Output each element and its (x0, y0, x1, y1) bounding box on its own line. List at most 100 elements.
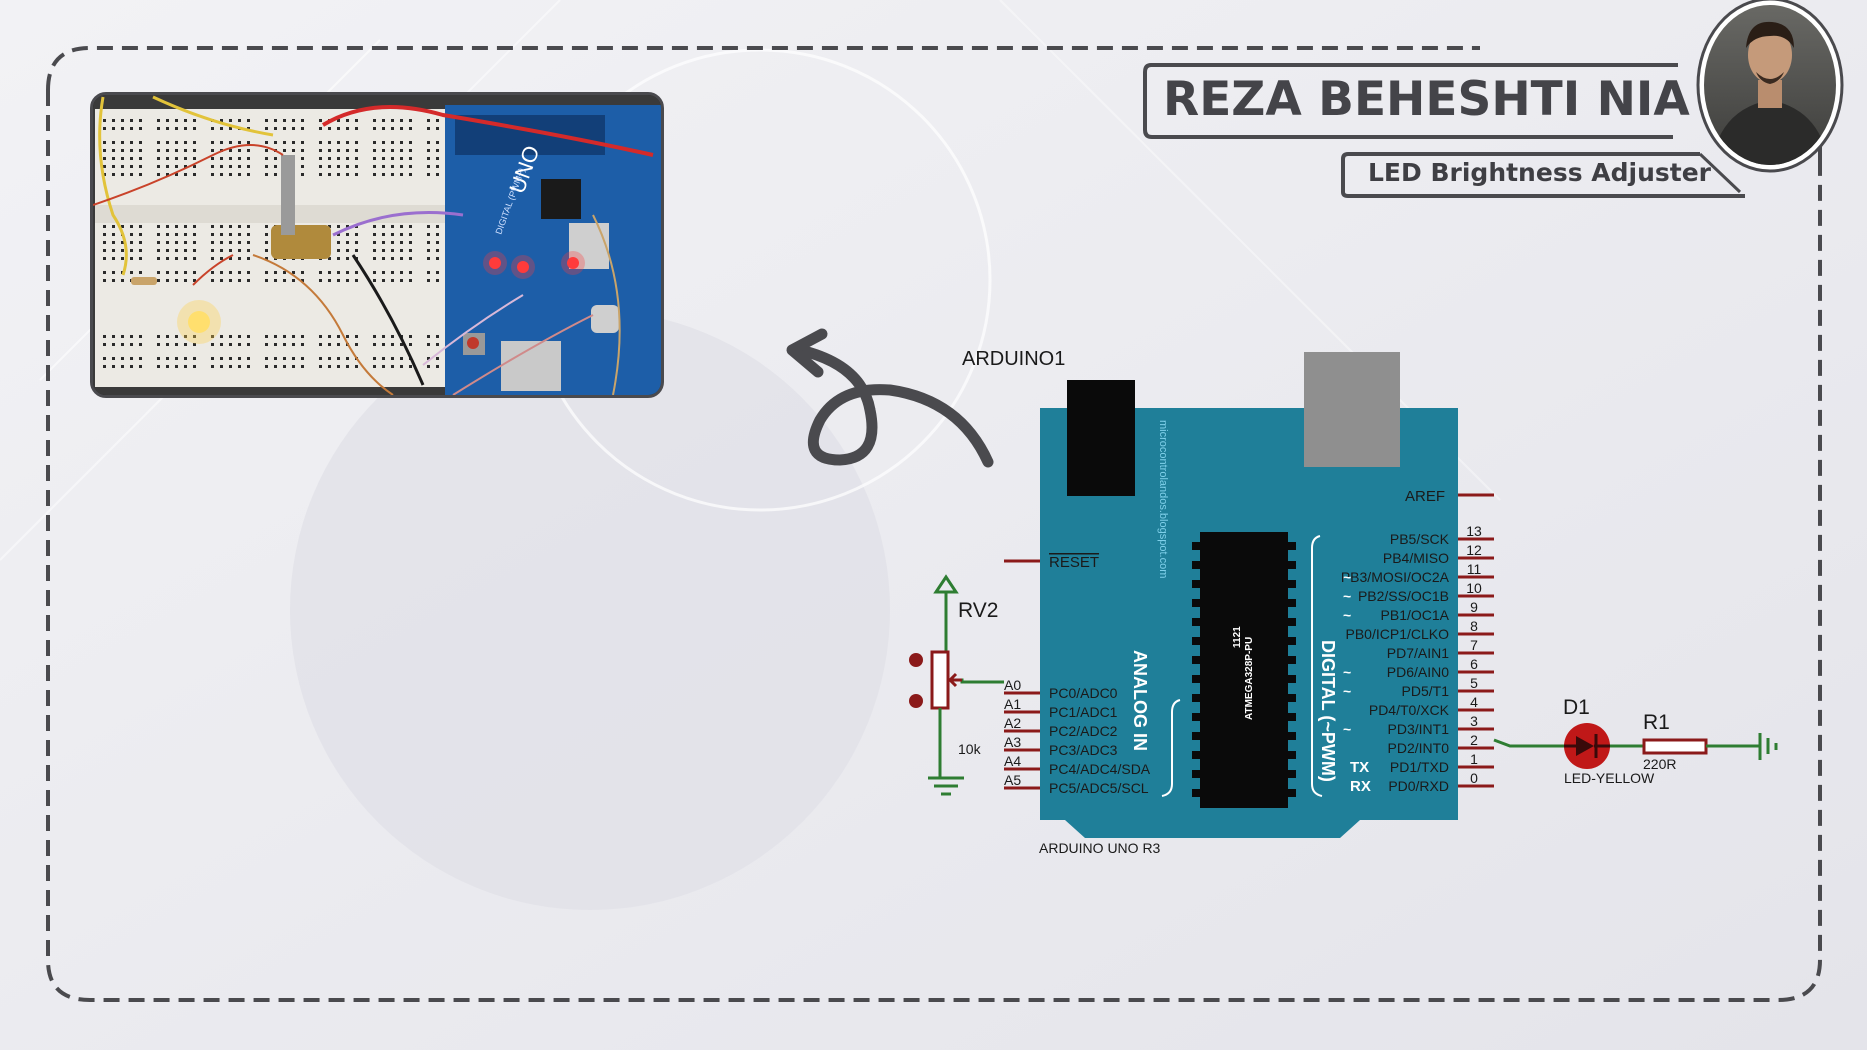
analog-pin-number: A2 (1004, 715, 1021, 731)
digital-pin-name: PD5/T1 (1402, 683, 1450, 699)
potentiometer-rv2 (909, 574, 1004, 796)
power-jack (1067, 380, 1135, 496)
chip-pin (1192, 713, 1200, 721)
chip-pin (1192, 732, 1200, 740)
chip-pin (1288, 637, 1296, 645)
chip-pin (1288, 618, 1296, 626)
analog-pin-name: PC2/ADC2 (1049, 723, 1118, 739)
pot-value-label: 10k (958, 741, 982, 757)
atmega-chip (1200, 532, 1288, 808)
arduino-value-label: ARDUINO UNO R3 (1039, 840, 1161, 856)
digital-pin-name: PB1/OC1A (1381, 607, 1450, 623)
digital-pin-name: PD1/TXD (1390, 759, 1449, 775)
digital-pin-number: 4 (1470, 694, 1478, 710)
analog-pin-number: A4 (1004, 753, 1021, 769)
led-ref-label: D1 (1563, 696, 1590, 719)
analog-pin-number: A0 (1004, 677, 1021, 693)
chip-pin (1288, 561, 1296, 569)
digital-pin-number: 10 (1466, 580, 1482, 596)
digital-pin-name: PB3/MOSI/OC2A (1341, 569, 1450, 585)
analog-pin-number: A3 (1004, 734, 1021, 750)
digital-pin-number: 13 (1466, 523, 1482, 539)
analog-pin-name: PC5/ADC5/SCL (1049, 780, 1149, 796)
breadboard-photo: UNO DIGITAL (PWM~) (90, 92, 664, 398)
digital-pin-name: PD2/INT0 (1388, 740, 1450, 756)
chip-sub-label: 1121 (1232, 626, 1243, 648)
digital-pin-prefix: RX (1350, 778, 1371, 795)
analog-pin-name: PC3/ADC3 (1049, 742, 1118, 758)
project-title: LED Brightness Adjuster (1368, 158, 1712, 187)
chip-pin (1192, 542, 1200, 550)
led-value-label: LED-YELLOW (1564, 770, 1655, 786)
analog-pin-name: PC4/ADC4/SDA (1049, 761, 1151, 777)
curly-arrow-icon (786, 328, 994, 468)
chip-pin (1288, 599, 1296, 607)
chip-pin (1288, 656, 1296, 664)
digital-pin-prefix: ~ (1343, 721, 1351, 737)
chip-pin (1288, 770, 1296, 778)
aref-pin-label: AREF (1405, 488, 1445, 505)
wire-d3-led (1493, 738, 1564, 748)
digital-pin-number: 9 (1470, 599, 1478, 615)
chip-pin (1192, 751, 1200, 759)
analog-group-label: ANALOG IN (1130, 650, 1150, 751)
digital-pin-name: PD6/AIN0 (1387, 664, 1449, 680)
led-d1 (1564, 723, 1610, 769)
digital-pin-number: 2 (1470, 732, 1478, 748)
digital-pin-number: 0 (1470, 770, 1478, 786)
usb-connector (1304, 352, 1400, 467)
analog-pin-name: PC0/ADC0 (1049, 685, 1118, 701)
chip-pin (1192, 789, 1200, 797)
pot-ref-label: RV2 (958, 599, 998, 622)
digital-pin-name: PB2/SS/OC1B (1358, 588, 1449, 604)
resistor-r1 (1642, 738, 1708, 755)
chip-pin (1192, 561, 1200, 569)
digital-pin-prefix: ~ (1343, 607, 1351, 623)
chip-pin (1288, 694, 1296, 702)
digital-pin-name: PB5/SCK (1390, 531, 1450, 547)
digital-pin-prefix: ~ (1343, 664, 1351, 680)
digital-pin-name: PB4/MISO (1383, 550, 1449, 566)
digital-pin-prefix: ~ (1343, 588, 1351, 604)
author-name: REZA BEHESHTI NIA (1163, 72, 1690, 127)
digital-pin-number: 11 (1467, 561, 1482, 577)
side-text: microcontrolandos.blogspot.com (1157, 420, 1169, 578)
chip-pin (1288, 675, 1296, 683)
chip-pin (1192, 675, 1200, 683)
resistor-ref-label: R1 (1643, 711, 1670, 734)
digital-pin-prefix: ~ (1343, 683, 1351, 699)
digital-pin-number: 5 (1470, 675, 1478, 691)
chip-pin (1192, 656, 1200, 664)
chip-label: ATMEGA328P-PU (1244, 637, 1255, 720)
arduino-ref-label: ARDUINO1 (962, 348, 1065, 370)
analog-pin-number: A1 (1004, 696, 1021, 712)
digital-pin-name: PD3/INT1 (1388, 721, 1450, 737)
digital-pin-name: PB0/ICP1/CLKO (1346, 626, 1450, 642)
digital-pin-number: 7 (1470, 637, 1478, 653)
chip-pin (1192, 694, 1200, 702)
reset-pin-label: RESET (1049, 554, 1099, 571)
digital-pin-name: PD4/T0/XCK (1369, 702, 1450, 718)
chip-pin (1288, 789, 1296, 797)
chip-pin (1192, 770, 1200, 778)
name-banner (1143, 63, 1678, 139)
chip-pin (1288, 732, 1296, 740)
resistor-value-label: 220R (1643, 756, 1676, 772)
chip-pin (1192, 580, 1200, 588)
digital-pin-prefix: ~ (1343, 569, 1351, 585)
digital-pin-number: 3 (1470, 713, 1478, 729)
chip-pin (1288, 713, 1296, 721)
chip-pin (1288, 542, 1296, 550)
analog-pin-name: PC1/ADC1 (1049, 704, 1118, 720)
digital-group-label: DIGITAL (~PWM) (1318, 640, 1338, 782)
digital-pin-number: 6 (1470, 656, 1478, 672)
chip-pin (1192, 637, 1200, 645)
ground-icon (1758, 733, 1778, 760)
chip-pin (1192, 618, 1200, 626)
digital-pin-number: 1 (1470, 751, 1478, 767)
digital-pin-name: PD0/RXD (1388, 778, 1449, 794)
chip-pin (1288, 580, 1296, 588)
digital-pin-number: 12 (1466, 542, 1482, 558)
chip-pin (1288, 751, 1296, 759)
